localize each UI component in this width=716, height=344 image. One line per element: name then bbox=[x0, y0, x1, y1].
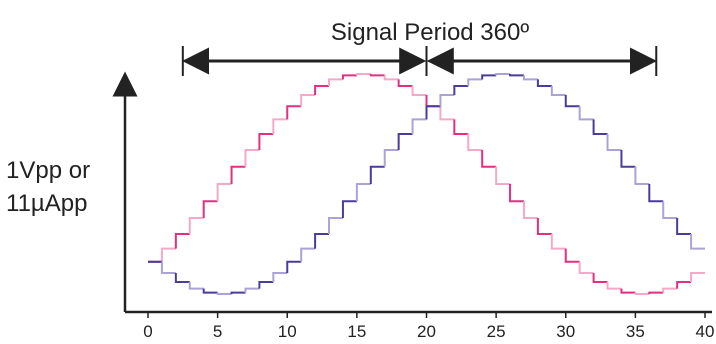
x-tick-label: 0 bbox=[143, 322, 152, 341]
x-tick-label: 5 bbox=[213, 322, 222, 341]
signal-b-step bbox=[286, 260, 302, 273]
signal-a-step bbox=[397, 79, 413, 87]
signal-a-step bbox=[564, 248, 580, 263]
signal-a-step bbox=[202, 200, 218, 218]
signal-b-step bbox=[439, 94, 455, 107]
signal-b-step bbox=[606, 134, 622, 152]
signal-b-step bbox=[383, 149, 399, 167]
signal-b-step bbox=[564, 95, 580, 108]
signal-b-step bbox=[411, 118, 427, 135]
signal-a-step bbox=[676, 281, 692, 289]
period-span bbox=[181, 46, 658, 76]
signal-a-step bbox=[216, 183, 232, 202]
signal-b-step bbox=[550, 85, 566, 97]
signal-a-step bbox=[383, 75, 399, 81]
signal-b-step bbox=[453, 84, 469, 96]
signal-a-step bbox=[439, 106, 455, 121]
signal-b-step bbox=[300, 247, 316, 262]
y-axis-label-line-1: 1Vpp or bbox=[6, 157, 90, 184]
signal-b-step bbox=[341, 200, 357, 218]
x-tick-label: 10 bbox=[278, 322, 297, 341]
signal-b-step bbox=[216, 292, 232, 295]
signal-b-step bbox=[509, 74, 524, 77]
signal-a-step bbox=[174, 232, 190, 249]
x-axis-ticks: 0 5 10 15 20 25 30 35 40 bbox=[143, 312, 714, 341]
signal-b-step bbox=[634, 166, 650, 185]
x-tick-label: 20 bbox=[417, 322, 436, 341]
signal-a-step bbox=[314, 84, 330, 96]
signal-a-step bbox=[328, 78, 343, 86]
signal-b-step bbox=[188, 282, 204, 290]
signal-b-step bbox=[522, 75, 538, 81]
signal-a-step bbox=[286, 105, 302, 120]
signal-a-step bbox=[272, 118, 288, 135]
signal-a-step bbox=[481, 150, 497, 168]
signal-a-step bbox=[230, 165, 246, 184]
signal-a-step bbox=[578, 261, 594, 274]
signal-b-step bbox=[328, 216, 343, 234]
signal-a-step bbox=[188, 216, 204, 234]
signal-a-step bbox=[495, 166, 511, 185]
signal-b-step bbox=[536, 79, 552, 87]
signal-a-step bbox=[606, 282, 622, 290]
signal-a-step bbox=[341, 74, 357, 80]
signal-b-step bbox=[369, 165, 385, 184]
signal-b-step bbox=[592, 119, 608, 136]
signal-curves bbox=[148, 73, 705, 295]
signal-a-step bbox=[160, 247, 176, 262]
x-tick-label: 25 bbox=[487, 322, 506, 341]
signal-a-step bbox=[467, 134, 483, 152]
signal-b-step bbox=[481, 74, 497, 80]
signal-b-step bbox=[160, 261, 176, 274]
signal-b-step bbox=[620, 150, 636, 168]
signal-a-step bbox=[509, 184, 524, 203]
signal-a-step bbox=[536, 217, 552, 235]
signal-b-step bbox=[425, 105, 441, 120]
signal-a-step bbox=[592, 272, 608, 284]
signal-a-step bbox=[258, 133, 274, 151]
signal-a-step bbox=[522, 201, 538, 219]
signal-a-step bbox=[425, 95, 441, 108]
signal-a-step bbox=[662, 287, 678, 293]
signal-b-step bbox=[202, 288, 218, 294]
signal-b-step bbox=[578, 106, 594, 121]
y-axis-label-line-2: 11µApp bbox=[6, 190, 87, 217]
x-tick-label: 40 bbox=[696, 322, 715, 341]
signal-a-step bbox=[244, 149, 260, 167]
signal-b-step bbox=[244, 287, 260, 293]
signal-b-step bbox=[648, 184, 664, 203]
signal-a-step bbox=[369, 74, 385, 77]
signal-a-step bbox=[634, 292, 650, 295]
signal-b-step bbox=[314, 232, 330, 249]
signal-b-step bbox=[397, 133, 413, 151]
signal-b-step bbox=[272, 271, 288, 283]
signal-b-step bbox=[662, 201, 678, 219]
x-tick-label: 35 bbox=[626, 322, 645, 341]
signal-b-step bbox=[690, 233, 705, 250]
signal-b-step bbox=[174, 272, 190, 284]
x-tick-label: 15 bbox=[347, 322, 366, 341]
signal-a-step bbox=[411, 85, 427, 97]
diagram-title: Signal Period 360º bbox=[331, 19, 529, 46]
signal-b-step bbox=[258, 281, 274, 289]
signal-b-step bbox=[355, 183, 371, 202]
signal-a-step bbox=[300, 94, 316, 107]
signal-b-step bbox=[467, 78, 483, 86]
signal-a-step bbox=[550, 233, 566, 250]
signal-b-step bbox=[230, 291, 246, 294]
signal-b-step bbox=[495, 73, 511, 76]
signal-a-step bbox=[620, 288, 636, 294]
signal-a-step bbox=[355, 73, 371, 76]
x-tick-label: 30 bbox=[556, 322, 575, 341]
signal-a-step bbox=[648, 291, 664, 294]
signal-b-step bbox=[676, 217, 692, 235]
signal-a-step bbox=[453, 119, 469, 136]
signal-a-step bbox=[690, 271, 705, 283]
